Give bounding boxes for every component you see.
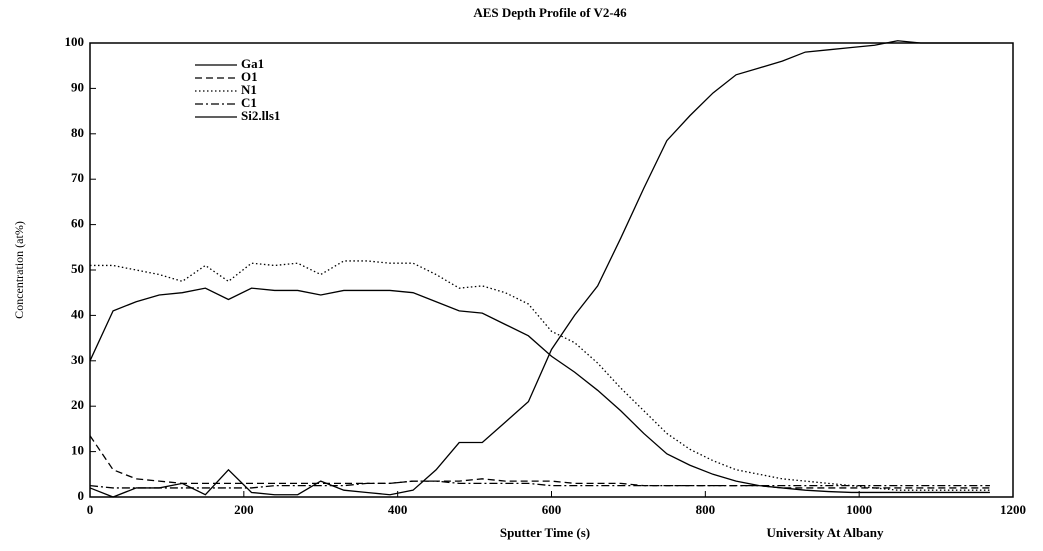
y-tick-label: 40 — [71, 306, 84, 321]
series-line — [90, 260, 990, 491]
series-line — [89, 435, 990, 489]
legend-label: O1 — [241, 69, 258, 84]
series-line — [89, 287, 990, 494]
legend-label: Ga1 — [241, 56, 264, 71]
y-axis-label: Concentration (at%) — [12, 221, 26, 319]
y-tick-label: 100 — [65, 34, 85, 49]
x-tick-label: 400 — [388, 502, 408, 517]
y-tick-label: 50 — [71, 261, 84, 276]
annotation: University At Albany — [766, 525, 884, 540]
legend-label: Si2.lls1 — [241, 108, 280, 123]
y-tick-label: 60 — [71, 216, 84, 231]
x-tick-label: 800 — [696, 502, 716, 517]
y-tick-label: 20 — [71, 397, 84, 412]
x-tick-label: 1200 — [1000, 502, 1026, 517]
y-tick-label: 70 — [71, 170, 84, 185]
series-line — [89, 480, 990, 489]
y-tick-label: 90 — [71, 79, 84, 94]
y-tick-label: 0 — [78, 488, 85, 503]
y-tick-label: 30 — [71, 352, 84, 367]
x-tick-label: 0 — [87, 502, 94, 517]
x-tick-label: 200 — [234, 502, 254, 517]
x-axis-label: Sputter Time (s) — [500, 525, 590, 540]
legend-label: C1 — [241, 95, 257, 110]
x-tick-label: 600 — [542, 502, 562, 517]
chart-title: AES Depth Profile of V2-46 — [473, 5, 627, 20]
y-tick-label: 10 — [71, 443, 84, 458]
x-tick-label: 1000 — [846, 502, 872, 517]
series-line — [89, 40, 990, 498]
legend-label: N1 — [241, 82, 257, 97]
plot-frame — [89, 42, 1014, 498]
y-tick-label: 80 — [71, 125, 84, 140]
